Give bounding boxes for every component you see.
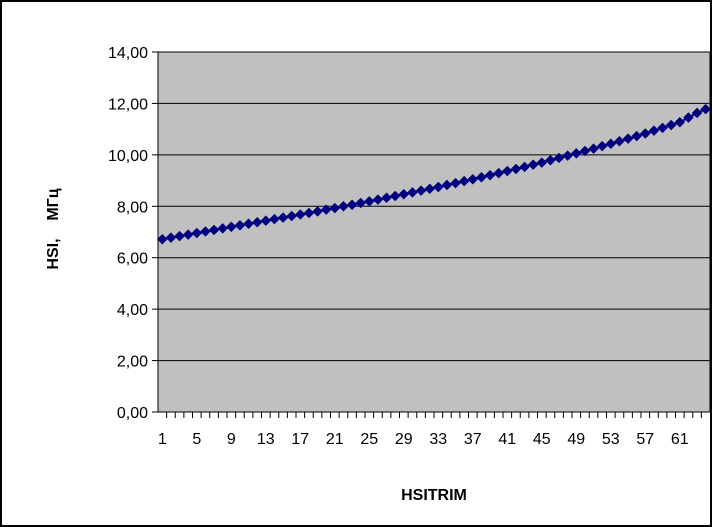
plot-area <box>157 51 711 413</box>
y-tick-label: 10,00 <box>108 148 148 165</box>
data-point-marker <box>363 196 375 207</box>
data-point-marker <box>260 215 272 227</box>
data-point-marker <box>562 150 574 161</box>
data-point-marker <box>415 185 427 196</box>
data-point-marker <box>631 130 643 142</box>
data-point-marker <box>700 103 712 115</box>
data-point-marker <box>596 140 608 152</box>
data-point-marker <box>683 112 694 123</box>
y-tick-label: 14,00 <box>108 45 148 62</box>
data-point-marker <box>441 179 453 191</box>
data-point-marker <box>570 147 582 159</box>
x-tick-label: 1 <box>158 431 167 448</box>
data-point-marker <box>208 224 220 236</box>
y-tick-label: 4,00 <box>117 302 148 319</box>
data-point-marker <box>665 119 677 131</box>
y-tick-labels: 0,00 2,00 4,00 6,00 8,00 10,00 12,00 14,00 <box>108 45 148 422</box>
x-tick-label: 25 <box>360 431 378 448</box>
data-point-marker <box>519 161 530 173</box>
data-point-marker <box>605 138 617 150</box>
data-point-marker <box>165 232 177 244</box>
data-point-marker <box>674 116 686 128</box>
x-tick-label: 41 <box>498 431 516 448</box>
data-point-marker <box>182 229 194 240</box>
data-point-marker <box>320 204 332 215</box>
data-point-marker <box>174 230 185 242</box>
y-tick-label: 0,00 <box>117 405 148 422</box>
data-point-marker <box>484 169 496 181</box>
data-point-marker <box>527 159 539 170</box>
data-point-marker <box>381 192 392 204</box>
x-tick-label: 49 <box>567 431 585 448</box>
data-point-marker <box>277 212 289 223</box>
data-point-marker <box>312 206 323 217</box>
data-point-marker <box>648 125 660 137</box>
data-point-marker <box>691 107 703 119</box>
y-tick-label: 8,00 <box>117 199 148 216</box>
data-point-marker <box>639 128 651 139</box>
data-point-marker <box>432 181 444 193</box>
data-point-marker <box>294 209 306 220</box>
data-point-marker <box>510 163 522 175</box>
data-point-marker <box>579 145 591 157</box>
gridlines <box>158 51 710 362</box>
x-tick-labels: 1 5 9 13 17 21 25 29 33 37 41 45 49 53 57 61 <box>158 431 689 448</box>
data-point-marker <box>450 177 461 189</box>
data-point-marker <box>243 218 254 230</box>
x-tick-label: 37 <box>464 431 482 448</box>
data-point-marker <box>217 223 229 234</box>
data-point-marker <box>622 133 634 145</box>
y-tick-label: 12,00 <box>108 96 148 113</box>
x-tick-label: 61 <box>671 431 689 448</box>
x-tick-label: 21 <box>326 431 344 448</box>
data-point-marker <box>493 167 505 179</box>
data-point-marker <box>501 165 513 177</box>
data-point-marker <box>424 183 436 195</box>
x-tick-label: 53 <box>602 431 620 448</box>
data-point-marker <box>467 173 479 185</box>
y-axis-title: HSI, МГц <box>45 188 62 269</box>
data-point-marker <box>588 143 599 155</box>
data-point-marker <box>303 207 315 219</box>
x-tick-label: 29 <box>395 431 413 448</box>
x-tick-label: 17 <box>291 431 309 448</box>
data-point-marker <box>269 213 280 225</box>
data-point-marker <box>225 221 237 233</box>
x-tick-label: 57 <box>636 431 654 448</box>
data-point-marker <box>200 226 211 237</box>
data-point-marker <box>346 199 358 211</box>
data-point-marker <box>458 175 470 187</box>
x-tick-label: 13 <box>257 431 275 448</box>
data-point-marker <box>251 216 263 228</box>
axes <box>152 51 710 418</box>
data-point-marker <box>191 227 203 239</box>
data-point-marker <box>329 202 341 214</box>
data-point-marker <box>553 152 565 164</box>
x-tick-label: 45 <box>533 431 551 448</box>
x-tick-label: 5 <box>192 431 201 448</box>
data-point-marker <box>476 171 487 183</box>
data-point-marker <box>355 197 367 209</box>
data-point-marker <box>614 135 625 147</box>
data-point-marker <box>286 210 298 222</box>
y-tick-label: 2,00 <box>117 354 148 371</box>
y-tick-label: 6,00 <box>117 251 148 268</box>
data-point-marker <box>372 194 384 205</box>
data-point-marker <box>156 233 168 245</box>
data-point-marker <box>389 190 401 202</box>
data-point-marker <box>234 219 246 231</box>
data-point-marker <box>657 122 668 134</box>
x-tick-label: 9 <box>227 431 236 448</box>
series-markers <box>156 103 712 245</box>
data-point-marker <box>536 157 548 168</box>
x-tick-label: 33 <box>429 431 447 448</box>
data-point-marker <box>545 154 556 166</box>
data-point-marker <box>407 187 418 198</box>
x-axis-title: HSITRIM <box>401 487 467 504</box>
data-point-marker <box>398 188 410 200</box>
data-point-marker <box>338 200 349 212</box>
